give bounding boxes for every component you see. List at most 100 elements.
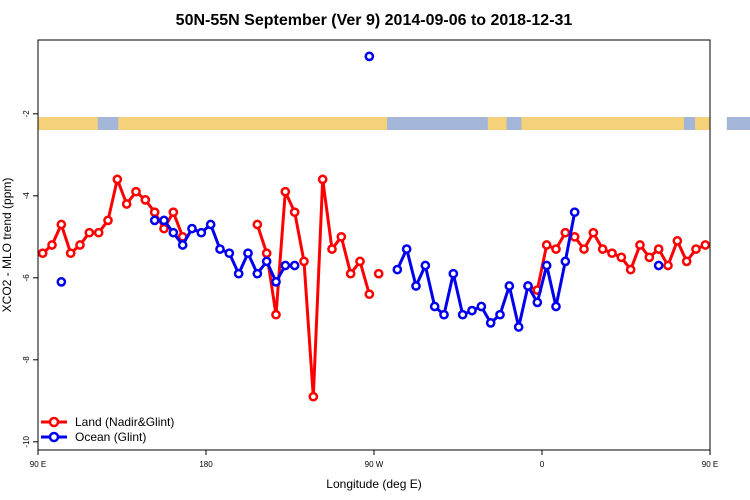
y-tick-label: -6 (22, 274, 31, 282)
land-data-point (47, 240, 57, 250)
ocean-data-point (448, 268, 459, 279)
land-data-point (607, 248, 617, 259)
legend-land-label: Land (Nadir&Glint) (75, 415, 174, 429)
ocean-data-point (532, 297, 543, 308)
land-data-point (345, 268, 356, 279)
ocean-strip-segment (726, 117, 750, 130)
ocean-data-point (261, 256, 272, 267)
land-data-point (252, 219, 263, 230)
surface-type-strip (38, 117, 750, 130)
legend-land-marker (48, 416, 60, 428)
ocean-strip-segment (506, 117, 522, 130)
land-data-point (37, 248, 48, 259)
ocean-data-point (467, 305, 477, 316)
land-data-point (672, 236, 683, 246)
x-tick-label: 180 (199, 460, 213, 469)
ocean-data-point (177, 240, 188, 250)
ocean-data-point (224, 248, 235, 259)
ocean-data-point (504, 281, 515, 291)
ocean-data-point (495, 309, 505, 320)
land-data-point (644, 252, 655, 263)
ocean-data-point (401, 244, 412, 254)
y-tick-label: -10 (22, 435, 31, 447)
ocean-data-point (439, 309, 449, 320)
ocean-data-point (485, 318, 496, 328)
ocean-data-point (420, 260, 431, 271)
land-data-point (317, 174, 328, 185)
x-tick-label: 90 E (702, 460, 718, 469)
ocean-strip-segment (97, 117, 119, 130)
ocean-data-point (392, 264, 403, 275)
land-data-point (131, 186, 141, 197)
ocean-data-point (541, 260, 552, 271)
land-data-point (299, 256, 309, 267)
ocean-data-point (215, 244, 225, 254)
legend: Land (Nadir&Glint) Ocean (Glint) (41, 415, 174, 444)
land-data-point (569, 231, 580, 242)
ocean-data-point (233, 268, 244, 279)
land-data-point (616, 252, 627, 263)
chart-title: 50N-55N September (Ver 9) 2014-09-06 to … (176, 12, 573, 29)
ocean-data-point (289, 260, 300, 271)
ocean-series-line (395, 211, 577, 329)
land-data-point (93, 227, 104, 238)
legend-ocean-label: Ocean (Glint) (75, 430, 146, 444)
land-data-point (103, 215, 113, 226)
land-data-point (579, 244, 589, 254)
land-data-point (663, 260, 673, 271)
land-data-point (691, 244, 701, 254)
y-tick-label: -2 (22, 110, 31, 118)
land-data-point (56, 219, 67, 230)
ocean-data-point (560, 256, 571, 267)
land-data-point (560, 227, 571, 238)
ocean-data-point (457, 309, 468, 320)
land-data-point (75, 240, 85, 250)
ocean-strip-segment (683, 117, 696, 130)
land-data-point (271, 309, 281, 320)
ocean-data-point (653, 260, 664, 271)
land-data-point (625, 264, 636, 275)
ocean-data-point (159, 215, 169, 226)
ocean-data-point (56, 277, 67, 287)
land-data-point (65, 248, 76, 259)
land-data-point (364, 289, 375, 300)
x-axis: 90 E 180 90 W 0 90 E (30, 450, 718, 469)
land-strip (38, 117, 710, 130)
land-data-point (261, 248, 272, 259)
ocean-data-point (205, 219, 216, 230)
ocean-data-point (411, 281, 421, 291)
land-data-point (700, 240, 711, 250)
land-data-point (541, 240, 552, 250)
ocean-data-point (187, 223, 197, 234)
land-data-point (597, 244, 608, 254)
land-data-point (121, 199, 132, 209)
land-data-point (588, 227, 599, 238)
x-axis-label: Longitude (deg E) (326, 477, 421, 491)
ocean-strip-segment (387, 117, 488, 130)
land-data-point (84, 227, 95, 238)
ocean-data-point (280, 260, 291, 271)
ocean-data-point (429, 301, 440, 312)
ocean-data-point (196, 227, 207, 238)
ocean-data-point (551, 301, 561, 312)
x-tick-label: 0 (540, 460, 545, 469)
land-data-point (280, 186, 291, 197)
land-data-point (681, 256, 692, 267)
ocean-data-point (523, 281, 533, 291)
ocean-data-point (476, 301, 487, 312)
ocean-data-point (513, 322, 524, 332)
y-tick-label: -8 (22, 356, 31, 364)
legend-ocean-marker (48, 431, 60, 443)
ocean-data-point (569, 207, 580, 218)
y-tick-label: -4 (22, 192, 31, 200)
ocean-series-line (154, 218, 295, 284)
ocean-series (56, 51, 664, 332)
ocean-data-point (168, 227, 179, 238)
ocean-data-point (271, 277, 281, 287)
y-axis: -2 -4 -6 -8 -10 (22, 110, 38, 448)
land-data-point (653, 244, 664, 254)
land-data-point (149, 207, 160, 218)
land-data-point (308, 391, 319, 402)
land-data-point (551, 244, 561, 254)
